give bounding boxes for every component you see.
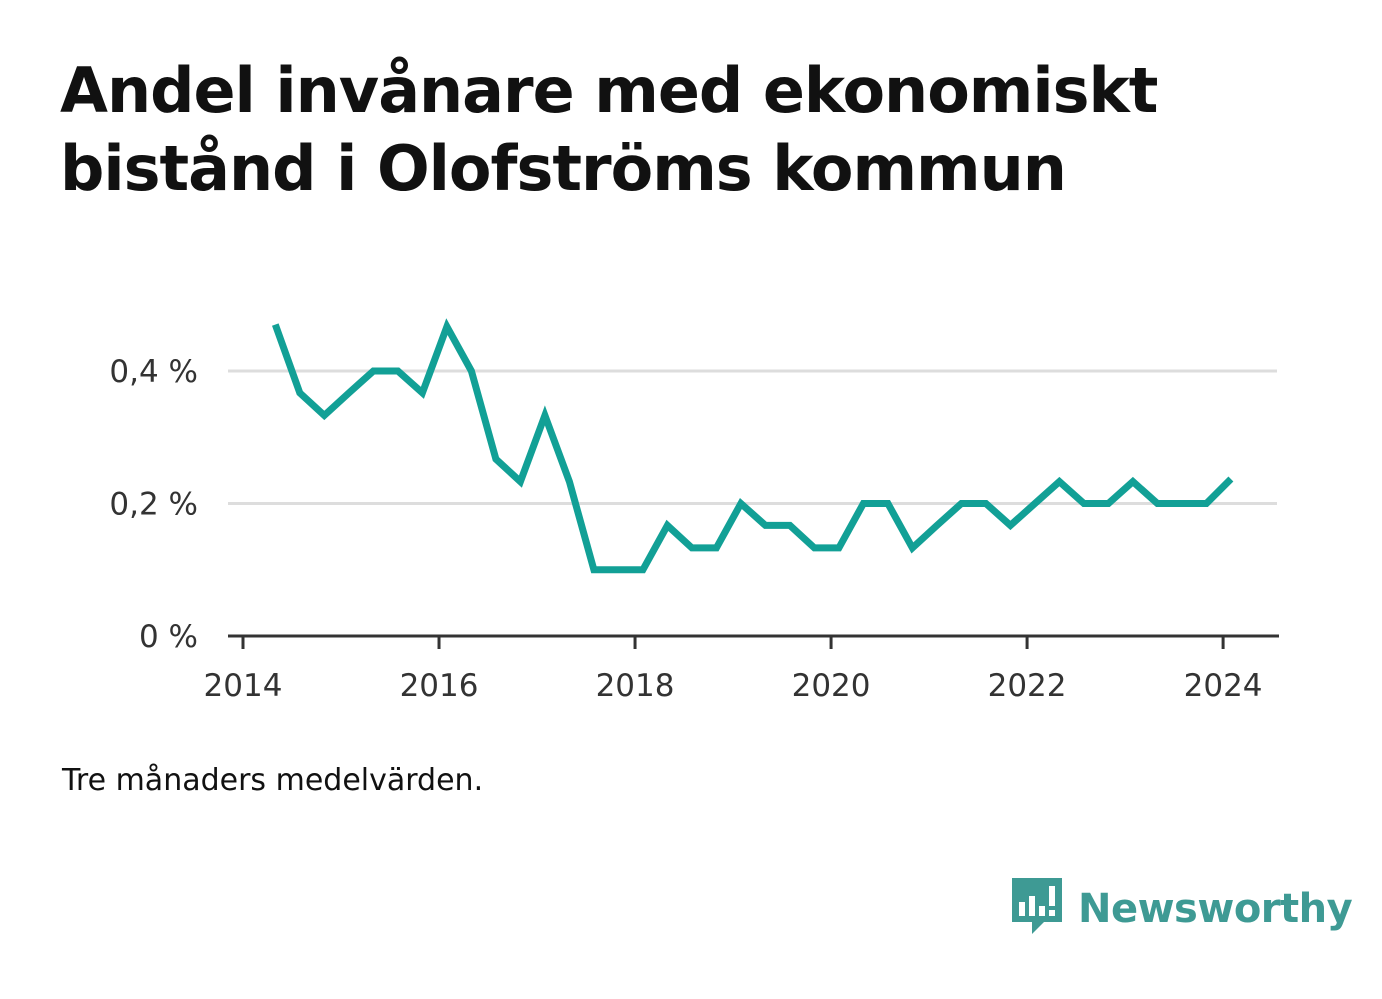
y-tick-label: 0,4 %	[109, 354, 198, 390]
chart-note: Tre månaders medelvärden.	[62, 763, 484, 798]
x-tick-label: 2016	[400, 668, 479, 704]
series-line	[272, 318, 1234, 574]
y-axis-tick-labels: 0 % 0,2 % 0,4 %	[109, 354, 198, 655]
y-tick-label: 0 %	[139, 619, 198, 655]
x-tick-label: 2014	[204, 668, 283, 704]
x-axis-tick-labels: 2014 2016 2018 2020 2022 2024	[204, 668, 1263, 704]
x-tick-label: 2018	[596, 668, 675, 704]
line-chart: 0 % 0,2 % 0,4 % 2014 2016 2018 2020 2022 2024	[109, 318, 1279, 704]
chart-title: Andel invånare med ekonomiskt bistånd i …	[60, 54, 1158, 205]
brand-logo[interactable]: Newsworthy	[1010, 876, 1353, 942]
x-axis	[228, 634, 1279, 649]
grid-lines	[228, 369, 1277, 505]
x-tick-label: 2024	[1184, 668, 1263, 704]
x-tick-label: 2022	[988, 668, 1067, 704]
y-tick-label: 0,2 %	[109, 487, 198, 523]
x-tick-label: 2020	[792, 668, 871, 704]
brand-name: Newsworthy	[1078, 886, 1353, 932]
chart-speech-bubble-icon	[1010, 876, 1066, 942]
series-group	[272, 318, 1234, 574]
